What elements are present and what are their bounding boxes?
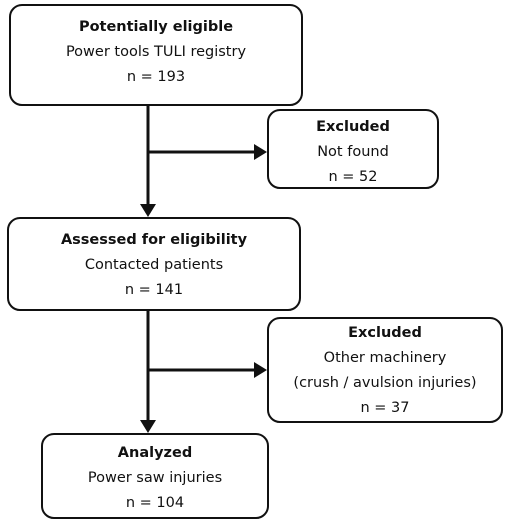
node-line: n = 52 — [328, 169, 377, 185]
node-line: Contacted patients — [85, 257, 223, 273]
node-line: n = 37 — [360, 400, 409, 416]
node-box — [9, 4, 303, 106]
node-title: Excluded — [316, 119, 390, 135]
arrowhead — [254, 362, 267, 378]
arrowhead — [140, 204, 156, 217]
node-line: n = 193 — [127, 69, 185, 85]
node-line: (crush / avulsion injuries) — [293, 375, 476, 391]
arrowhead — [254, 144, 267, 160]
node-line: Power tools TULI registry — [66, 44, 247, 60]
node-line: n = 104 — [126, 495, 184, 511]
node-box — [7, 217, 301, 311]
arrowhead — [140, 420, 156, 433]
node-line: n = 141 — [125, 282, 183, 298]
node-title: Potentially eligible — [79, 19, 233, 35]
node-line: Other machinery — [324, 350, 447, 366]
node-line: Power saw injuries — [88, 470, 222, 486]
node-title: Assessed for eligibility — [61, 232, 248, 248]
node-line: Not found — [317, 144, 389, 160]
node-title: Analyzed — [118, 445, 192, 461]
node-box — [267, 109, 439, 189]
node-box — [41, 433, 269, 519]
node-box — [267, 317, 503, 423]
node-title: Excluded — [348, 325, 422, 341]
